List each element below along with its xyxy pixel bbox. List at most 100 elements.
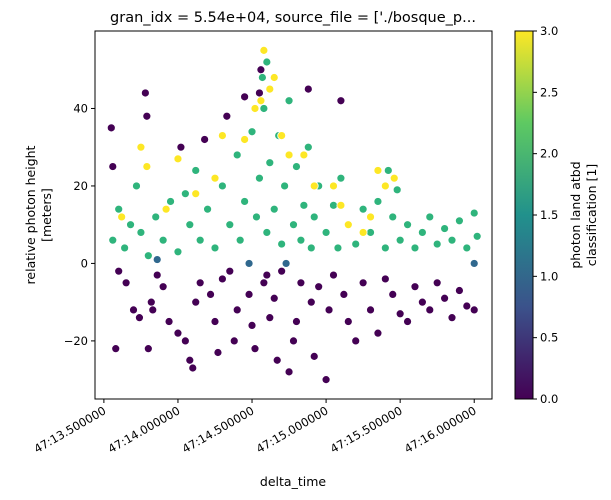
scatter-point [240, 135, 250, 144]
scatter-point [142, 111, 152, 121]
colorbar-label: photon land atbd classification [1] [568, 161, 599, 268]
scatter-point [296, 278, 306, 288]
scatter-point [259, 104, 269, 113]
x-axis: 47:13.50000047:14.00000047:14.50000047:1… [31, 399, 479, 456]
scatter-point [126, 220, 135, 230]
scatter-point [388, 290, 398, 299]
scatter-point [146, 297, 156, 307]
scatter-point [121, 278, 131, 288]
x-axis-label: delta_time [260, 474, 326, 489]
scatter-point [240, 92, 250, 102]
scatter-point [135, 313, 144, 323]
scatter-point [225, 220, 235, 230]
scatter-point [217, 181, 227, 191]
scatter-point [195, 278, 205, 288]
scatter-point [250, 104, 260, 113]
scatter-point [358, 278, 368, 288]
scatter-point [210, 243, 220, 253]
scatter-point [256, 96, 266, 106]
scatter-point [176, 142, 186, 152]
scatter-point [366, 212, 375, 222]
scatter-point [432, 239, 442, 249]
scatter-point [289, 220, 298, 230]
scatter-point [108, 162, 118, 171]
y-axis-label-line-1: relative photon height [23, 145, 38, 284]
scatter-point [380, 274, 390, 284]
scatter-point [395, 309, 405, 319]
scatter-point [136, 228, 146, 237]
scatter-point [373, 166, 383, 175]
scatter-point [117, 212, 127, 222]
scatter-point [161, 204, 171, 214]
scatter-point [210, 173, 220, 183]
scatter-point [259, 45, 269, 55]
x-tick-label: 47:13.500000 [31, 403, 108, 455]
scatter-point [373, 328, 383, 338]
scatter-point [217, 274, 227, 284]
scatter-point [296, 235, 306, 245]
scatter-point [339, 290, 349, 299]
scatter-point [410, 243, 420, 253]
scatter-point [309, 351, 319, 361]
scatter-point [309, 181, 319, 191]
scatter-point [136, 142, 146, 152]
scatter-point [469, 305, 479, 315]
scatter-point [280, 181, 290, 191]
scatter-point [336, 173, 346, 183]
scatter-point [351, 239, 361, 249]
scatter-point [250, 344, 260, 354]
scatter-point [262, 57, 272, 67]
scatter-point [206, 290, 215, 299]
scatter-point [289, 336, 298, 346]
colorbar-tick-label: 3.0 [540, 24, 558, 38]
scatter-point [277, 266, 287, 276]
scatter-point [380, 243, 390, 253]
colorbar-tick-label: 0.0 [540, 392, 558, 406]
scatter-point [158, 235, 168, 245]
scatter-point [143, 251, 153, 261]
scatter-point [173, 328, 183, 338]
scatter-point [235, 235, 245, 245]
scatter-point [343, 317, 353, 326]
scatter-point [281, 259, 291, 268]
y-tick-label: −20 [64, 334, 88, 348]
scatter-point [173, 154, 183, 164]
scatter-point [321, 228, 331, 237]
scatter-point [265, 84, 275, 94]
scatter-point [152, 255, 162, 264]
scatter-point [259, 278, 269, 288]
scatter-point [222, 111, 232, 121]
scatter-point [106, 123, 116, 133]
colorbar-tick-label: 2.0 [540, 147, 558, 161]
scatter-point [166, 197, 175, 206]
scatter-point [410, 282, 420, 292]
scatter-point [269, 204, 279, 214]
scatter-point [277, 131, 287, 140]
scatter-point [185, 220, 195, 230]
scatter-point [195, 235, 205, 245]
colorbar-label-line-2: classification [1] [584, 164, 599, 267]
scatter-point [191, 166, 201, 175]
colorbar [514, 30, 534, 400]
scatter-point [472, 231, 482, 241]
scatter-point [432, 278, 442, 288]
scatter-point [173, 247, 183, 257]
scatter-point [425, 212, 435, 222]
scatter-point [277, 239, 287, 249]
scatter-point [142, 162, 152, 171]
scatter-point [262, 228, 272, 237]
scatter-point [333, 243, 343, 253]
scatter-point [158, 282, 168, 292]
colorbar-tick-label: 2.5 [540, 85, 558, 99]
scatter-point [225, 266, 235, 276]
scatter-point [417, 297, 427, 307]
scatter-point [469, 259, 479, 268]
y-tick-label: 40 [73, 101, 88, 115]
scatter-point [269, 293, 279, 303]
scatter-point [403, 317, 412, 326]
data-points [106, 45, 482, 385]
scatter-point [440, 224, 449, 233]
scatter-point [447, 235, 457, 245]
y-axis-label-line-2: [meters] [39, 188, 54, 242]
y-axis-label: relative photon height [meters] [23, 145, 54, 284]
